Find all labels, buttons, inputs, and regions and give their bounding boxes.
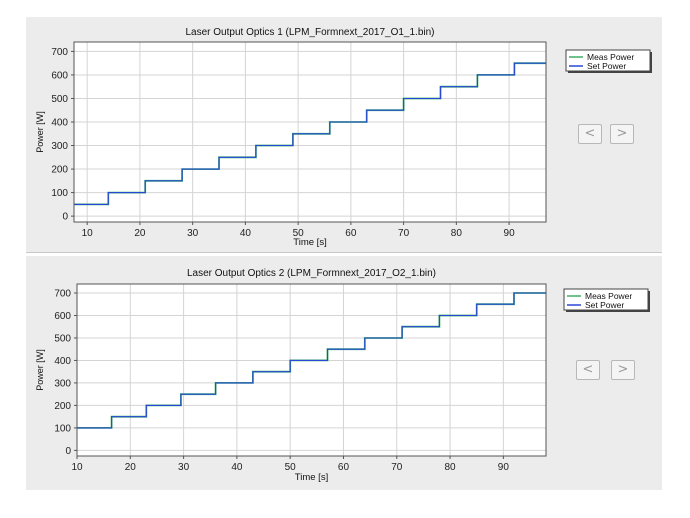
x-tick-label: 10 <box>71 462 83 473</box>
x-tick-label: 40 <box>240 228 252 239</box>
legend-entry-set-power: Set Power <box>587 61 626 71</box>
y-tick-label: 0 <box>65 446 71 457</box>
power-chart-2: 10 20 30 40 50 60 70 80 90 0 100 200 300 400 500 600 700… <box>35 268 650 483</box>
prev-button-1[interactable]: < <box>578 124 602 144</box>
next-button-2[interactable]: > <box>611 360 635 380</box>
y-tick-label: 300 <box>51 141 68 152</box>
y-tick-label: 0 <box>62 212 68 223</box>
y-tick-label: 400 <box>54 356 71 367</box>
x-tick-label: 10 <box>82 228 94 239</box>
x-tick-label: 80 <box>445 462 457 473</box>
legend-entry-set-power: Set Power <box>585 300 624 310</box>
y-tick-label: 700 <box>54 288 71 299</box>
x-tick-label: 60 <box>345 228 357 239</box>
y-tick-label: 600 <box>51 70 68 81</box>
y-tick-label: 300 <box>54 378 71 389</box>
legend-shadow <box>650 52 652 73</box>
legend-entry-meas-power: Meas Power <box>587 52 634 62</box>
x-tick-label: 50 <box>293 228 305 239</box>
x-tick-label: 30 <box>178 462 190 473</box>
series-line-set-power <box>74 62 546 205</box>
x-tick-label: 40 <box>231 462 243 473</box>
legend-shadow <box>648 291 650 312</box>
legend-shadow <box>568 71 652 73</box>
y-tick-label: 200 <box>54 401 71 412</box>
x-tick-label: 30 <box>187 228 199 239</box>
x-tick-label: 50 <box>285 462 297 473</box>
y-axis-label: Power [W] <box>35 111 45 153</box>
power-chart-1: 10 20 30 40 50 60 70 80 90 0 100 200 300 400 500 600 700… <box>35 27 652 248</box>
next-button-1[interactable]: > <box>610 124 634 144</box>
x-tick-label: 90 <box>498 462 510 473</box>
series-line-set-power <box>77 292 546 429</box>
legend-shadow <box>566 310 650 312</box>
chart-title: Laser Output Optics 2 (LPM_Formnext_2017… <box>187 268 436 279</box>
y-tick-label: 100 <box>51 188 68 199</box>
chart-panel-2: 10 20 30 40 50 60 70 80 90 0 100 200 300 400 500 600 700… <box>26 256 662 490</box>
x-tick-label: 80 <box>451 228 463 239</box>
x-axis-label: Time [s] <box>293 237 326 248</box>
x-tick-label: 70 <box>398 228 410 239</box>
plot-area <box>74 42 546 222</box>
plot-frame <box>73 41 547 223</box>
x-tick-label: 70 <box>391 462 403 473</box>
chart-panel-1: 10 20 30 40 50 60 70 80 90 0 100 200 300 400 500 600 700… <box>26 17 662 252</box>
y-axis-label: Power [W] <box>35 349 45 391</box>
x-tick-label: 90 <box>504 228 516 239</box>
x-axis-label: Time [s] <box>295 472 328 483</box>
y-tick-label: 600 <box>54 311 71 322</box>
x-tick-label: 20 <box>125 462 137 473</box>
legend-entry-meas-power: Meas Power <box>585 291 632 301</box>
y-tick-label: 500 <box>54 333 71 344</box>
y-tick-label: 200 <box>51 165 68 176</box>
prev-button-2[interactable]: < <box>576 360 600 380</box>
x-tick-label: 20 <box>134 228 146 239</box>
plot-frame <box>76 283 547 457</box>
chart-title: Laser Output Optics 1 (LPM_Formnext_2017… <box>185 27 434 38</box>
x-tick-label: 60 <box>338 462 350 473</box>
y-tick-label: 100 <box>54 423 71 434</box>
panel-divider <box>26 252 662 257</box>
y-tick-label: 500 <box>51 94 68 105</box>
y-tick-label: 400 <box>51 118 68 129</box>
y-tick-label: 700 <box>51 47 68 58</box>
plot-area <box>77 284 546 456</box>
